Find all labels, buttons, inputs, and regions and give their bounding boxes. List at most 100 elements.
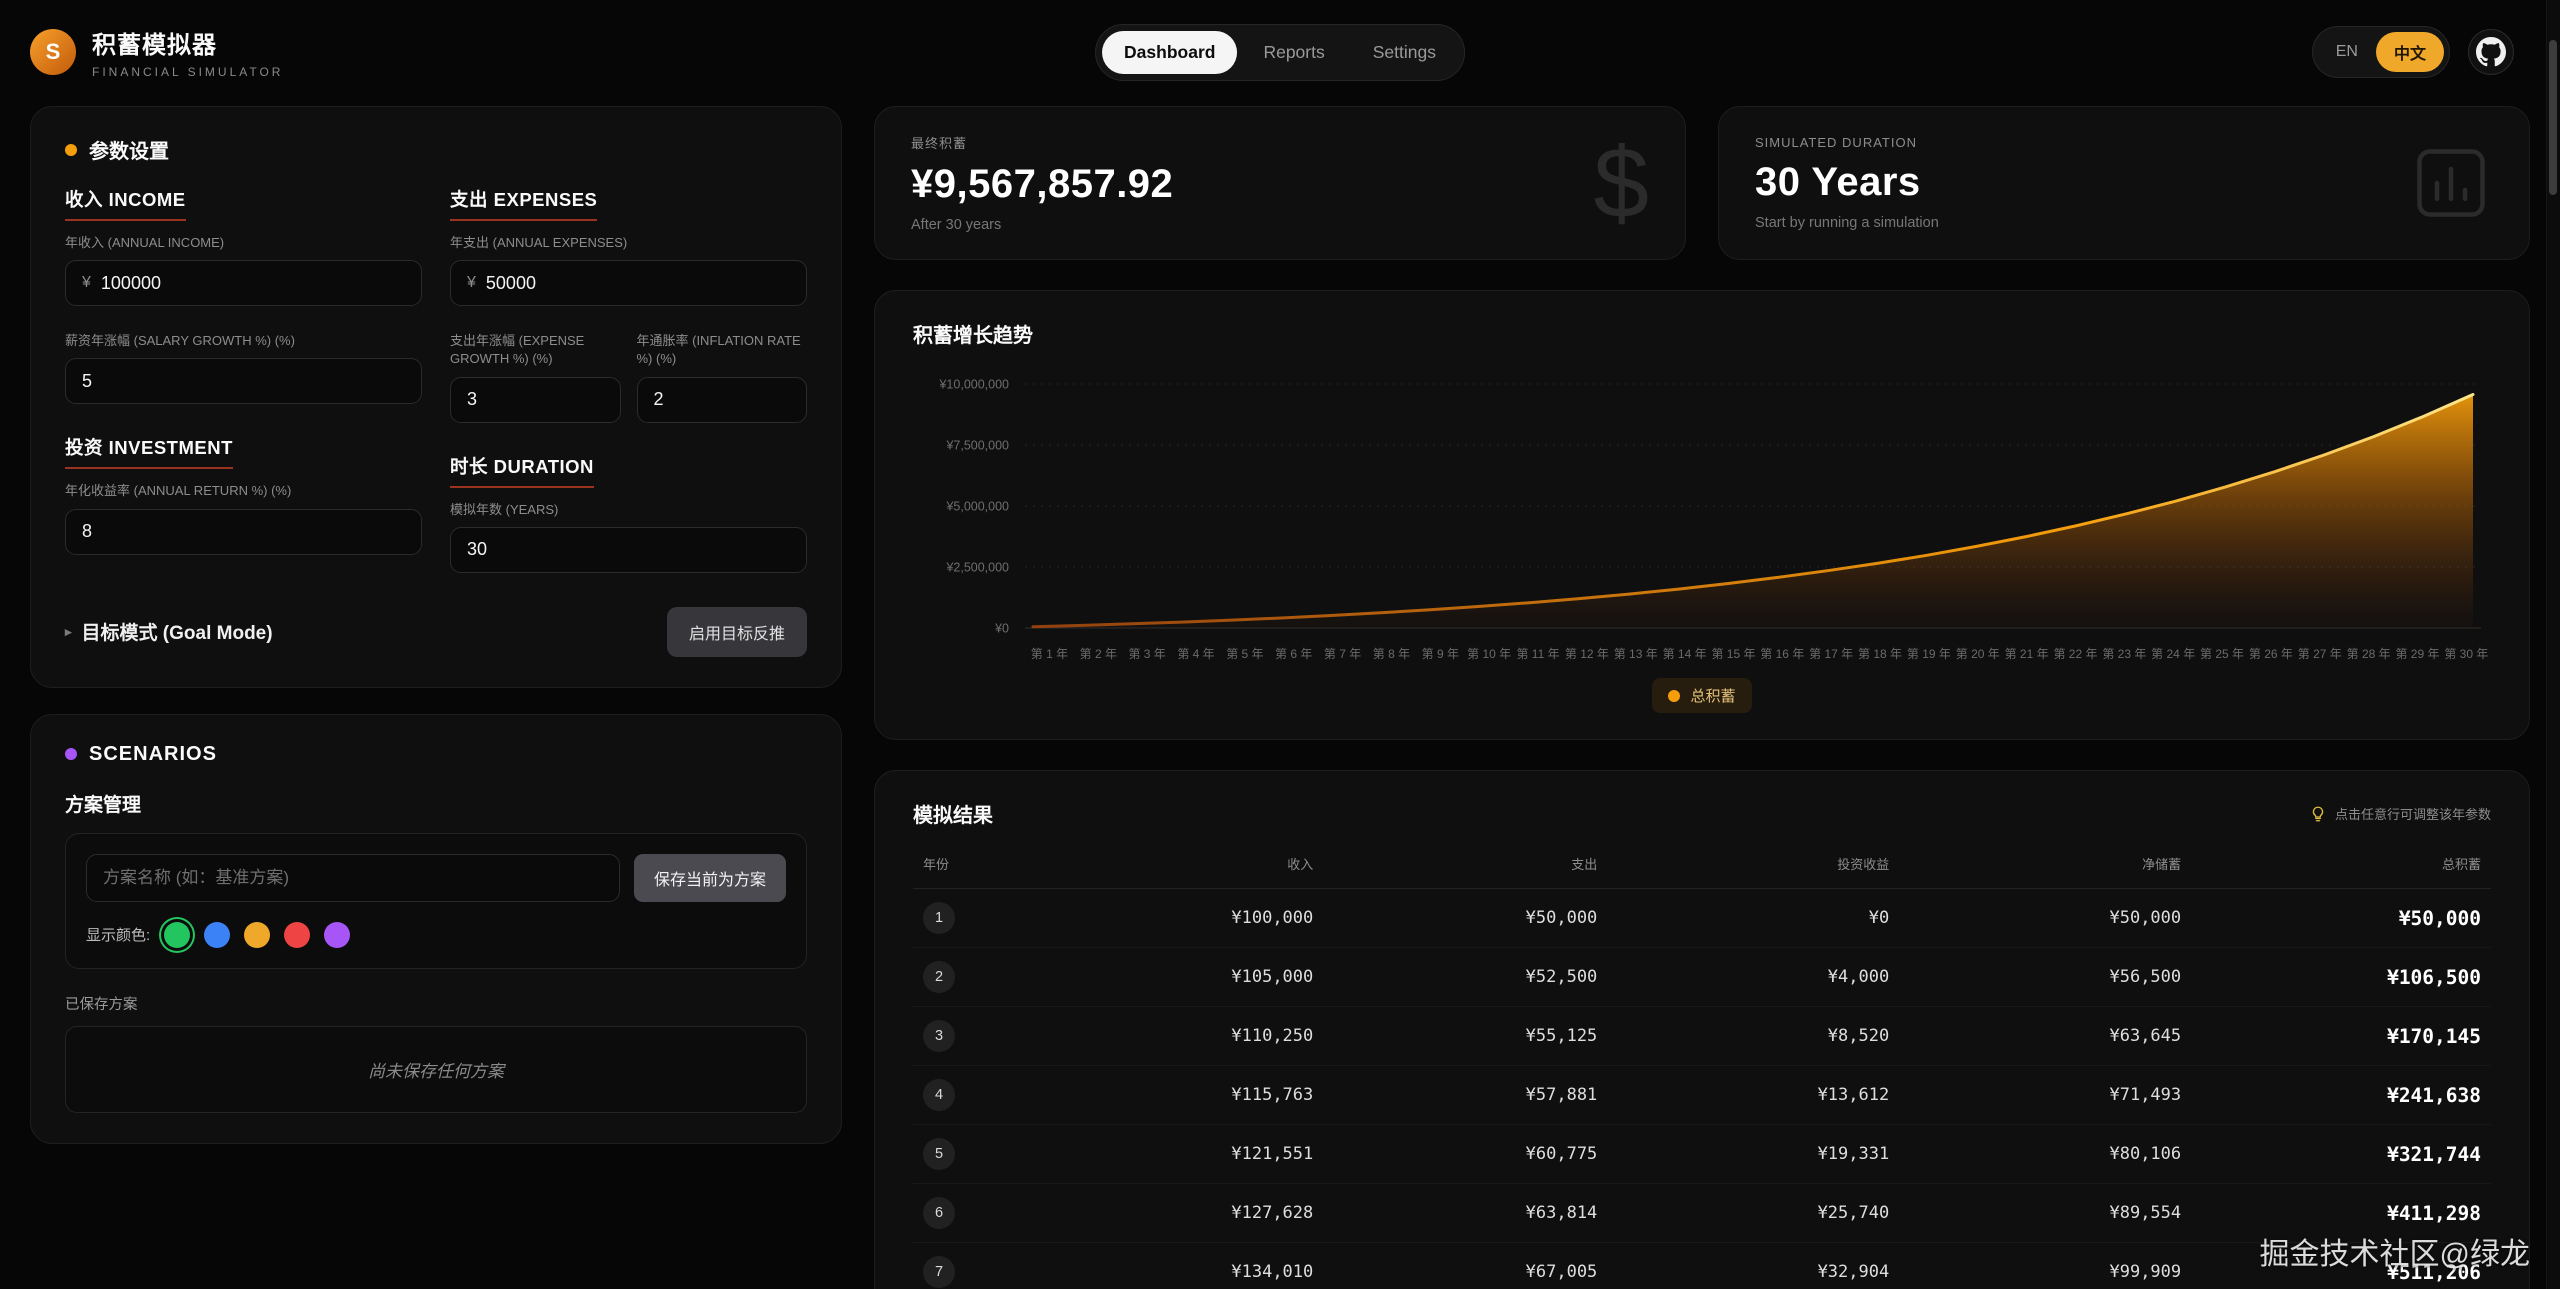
svg-text:¥10,000,000: ¥10,000,000 (938, 378, 1009, 392)
scenario-name-input[interactable] (86, 853, 620, 902)
results-head-row: 年份 收入 支出 投资收益 净储蓄 总积蓄 (913, 848, 2491, 889)
year-cell: 5 (913, 1124, 1024, 1184)
expenses-section-title: 支出 EXPENSES (450, 186, 598, 221)
total-cell: ¥106,500 (2191, 947, 2491, 1007)
results-hint: 点击任意行可调整该年参数 (2309, 804, 2491, 823)
tab-reports[interactable]: Reports (1241, 31, 1346, 74)
table-row[interactable]: 5 ¥121,551 ¥60,775 ¥19,331 ¥80,106 ¥321,744 (913, 1124, 2491, 1184)
chart-wrap: ¥0 ¥2,500,000 ¥5,000,000 ¥7,500,000 ¥10,000,… (913, 368, 2491, 713)
scrollbar-thumb[interactable] (2549, 40, 2557, 195)
app-logo: S (30, 29, 76, 75)
column-header: 年份 (913, 848, 1024, 889)
x-tick-label: 第 10 年 (1467, 647, 1512, 661)
language-switch: EN 中文 (2311, 26, 2450, 78)
table-row[interactable]: 3 ¥110,250 ¥55,125 ¥8,520 ¥63,645 ¥170,145 (913, 1006, 2491, 1066)
svg-text:¥0: ¥0 (994, 622, 1009, 636)
scenario-save-row: 保存当前为方案 (86, 853, 786, 902)
display-colors-row: 显示颜色: (86, 921, 786, 948)
table-row[interactable]: 7 ¥134,010 ¥67,005 ¥32,904 ¥99,909 ¥511,206 (913, 1242, 2491, 1289)
tab-settings[interactable]: Settings (1351, 31, 1458, 74)
salary-growth-label: 薪资年涨幅 (SALARY GROWTH %) (%) (65, 333, 295, 349)
annual-return-input[interactable] (82, 521, 405, 543)
color-swatch[interactable] (204, 921, 231, 948)
x-tick-label: 第 9 年 (1421, 647, 1459, 661)
annual-income-label: 年收入 (ANNUAL INCOME) (65, 235, 225, 250)
x-tick-label: 第 22 年 (2053, 647, 2098, 661)
simulated-duration-value: 30 Years (1755, 160, 1921, 204)
x-tick-label: 第 21 年 (2004, 647, 2049, 661)
expense-growth-label: 支出年涨幅 (EXPENSE GROWTH %) (%) (450, 333, 585, 367)
year-badge: 4 (923, 1079, 955, 1111)
expense-cell: ¥50,000 (1323, 888, 1608, 948)
color-swatch[interactable] (284, 921, 311, 948)
results-header: 模拟结果 点击任意行可调整该年参数 (913, 799, 2491, 828)
enable-goal-mode-button[interactable]: 启用目标反推 (666, 606, 807, 657)
expense-cell: ¥60,775 (1323, 1124, 1608, 1184)
inflation-label: 年通胀率 (INFLATION RATE %) (%) (636, 333, 801, 367)
x-tick-label: 第 4 年 (1177, 647, 1215, 661)
lang-zh-button[interactable]: 中文 (2375, 32, 2444, 72)
investment-section: 投资 INVESTMENT (65, 434, 422, 470)
scrollbar[interactable] (2546, 0, 2560, 1289)
invest-gain-cell: ¥32,904 (1607, 1242, 1900, 1289)
scenario-panel: 保存当前为方案 显示颜色: (65, 832, 807, 969)
expense-cell: ¥52,500 (1323, 947, 1608, 1007)
inflation-input[interactable] (653, 389, 790, 411)
income-cell: ¥115,763 (1023, 1065, 1324, 1125)
color-swatch[interactable] (164, 921, 191, 948)
annual-expenses-input[interactable] (485, 272, 790, 294)
goal-mode-label: 目标模式 (Goal Mode) (81, 623, 273, 645)
net-saving-cell: ¥80,106 (1899, 1124, 2192, 1184)
column-header: 总积蓄 (2191, 848, 2491, 889)
net-saving-cell: ¥56,500 (1899, 947, 2192, 1007)
x-tick-label: 第 17 年 (1809, 647, 1854, 661)
x-tick-label: 第 14 年 (1662, 647, 1707, 661)
x-tick-label: 第 5 年 (1226, 647, 1264, 661)
dollar-icon: $ (1593, 127, 1649, 239)
annual-income-input[interactable] (100, 272, 405, 294)
x-tick-label: 第 11 年 (1516, 647, 1560, 661)
invest-gain-cell: ¥4,000 (1607, 947, 1900, 1007)
net-saving-cell: ¥63,645 (1899, 1006, 2192, 1066)
salary-growth-input[interactable] (82, 370, 405, 392)
color-swatch[interactable] (324, 921, 351, 948)
table-row[interactable]: 6 ¥127,628 ¥63,814 ¥25,740 ¥89,554 ¥411,298 (913, 1183, 2491, 1243)
income-cell: ¥110,250 (1023, 1006, 1324, 1066)
table-row[interactable]: 4 ¥115,763 ¥57,881 ¥13,612 ¥71,493 ¥241,638 (913, 1065, 2491, 1125)
year-cell: 1 (913, 888, 1024, 948)
year-cell: 7 (913, 1242, 1024, 1289)
expense-growth-block: 支出年涨幅 (EXPENSE GROWTH %) (%) (450, 332, 621, 423)
years-input[interactable] (467, 539, 790, 561)
final-savings-text: 最终积蓄 ¥9,567,857.92 After 30 years (911, 133, 1173, 233)
savings-chart[interactable]: ¥0 ¥2,500,000 ¥5,000,000 ¥7,500,000 ¥10,000,… (913, 368, 2491, 641)
color-swatch[interactable] (244, 921, 271, 948)
table-row[interactable]: 2 ¥105,000 ¥52,500 ¥4,000 ¥56,500 ¥106,500 (913, 947, 2491, 1007)
save-scenario-button[interactable]: 保存当前为方案 (633, 853, 786, 902)
lightbulb-icon (2312, 806, 2324, 821)
final-savings-label: 最终积蓄 (911, 136, 968, 151)
stats-row: 最终积蓄 ¥9,567,857.92 After 30 years $ SIMU… (874, 106, 2530, 260)
x-tick-label: 第 6 年 (1275, 647, 1313, 661)
x-tick-label: 第 25 年 (2200, 647, 2245, 661)
invest-gain-cell: ¥0 (1607, 888, 1900, 948)
annual-income-field: ¥ (65, 260, 422, 307)
expense-cell: ¥63,814 (1323, 1183, 1608, 1243)
total-cell: ¥411,298 (2191, 1183, 2491, 1243)
legend-item-total-savings[interactable]: 总积蓄 (1652, 678, 1752, 713)
expense-growth-input[interactable] (467, 389, 604, 411)
x-tick-label: 第 1 年 (1030, 647, 1069, 661)
year-badge: 7 (923, 1256, 955, 1288)
tab-dashboard[interactable]: Dashboard (1102, 30, 1238, 74)
income-column: 收入 INCOME 年收入 (ANNUAL INCOME) ¥ 薪资年涨幅 (S… (65, 186, 422, 573)
total-cell: ¥170,145 (2191, 1006, 2491, 1066)
salary-growth-field (65, 358, 422, 405)
lang-en-button[interactable]: EN (2335, 43, 2358, 60)
svg-text:¥2,500,000: ¥2,500,000 (945, 561, 1009, 575)
final-savings-value: ¥9,567,857.92 (911, 162, 1174, 206)
github-button[interactable] (2468, 29, 2514, 75)
x-tick-label: 第 24 年 (2151, 647, 2196, 661)
net-saving-cell: ¥99,909 (1899, 1242, 2192, 1289)
table-row[interactable]: 1 ¥100,000 ¥50,000 ¥0 ¥50,000 ¥50,000 (913, 888, 2491, 948)
x-tick-label: 第 7 年 (1323, 647, 1362, 661)
